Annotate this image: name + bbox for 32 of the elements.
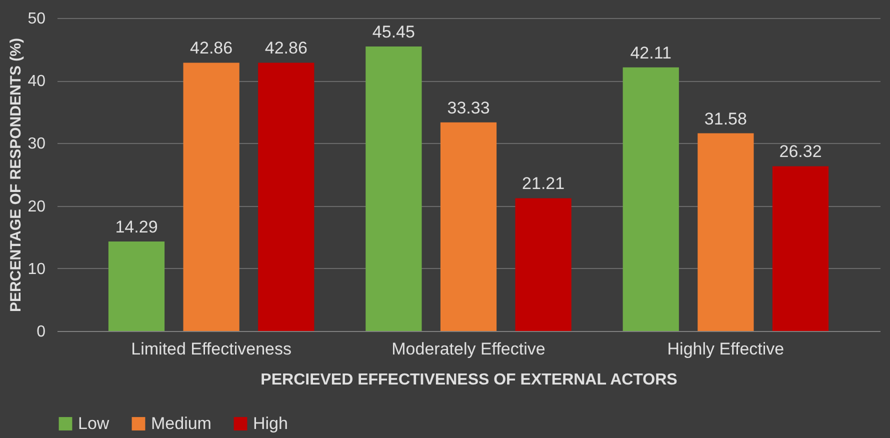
x-tick-label: Highly Effective <box>667 340 784 358</box>
x-tick-label: Moderately Effective <box>392 340 546 358</box>
x-axis-title: PERCIEVED EFFECTIVENESS OF EXTERNAL ACTORS <box>260 372 678 388</box>
y-tick-label: 40 <box>28 73 46 90</box>
bar <box>366 46 422 331</box>
x-tick-label: Limited Effectiveness <box>131 340 292 358</box>
y-tick-label: 50 <box>28 10 46 28</box>
y-tick-label: 0 <box>36 324 46 340</box>
data-label: 31.58 <box>704 109 747 128</box>
bar <box>772 166 829 331</box>
legend-label: Medium <box>151 414 212 433</box>
data-label: 42.11 <box>630 43 672 62</box>
data-label: 45.45 <box>372 22 415 42</box>
bar <box>698 133 754 331</box>
bar <box>622 67 679 331</box>
bar <box>440 122 497 331</box>
bar <box>108 242 165 331</box>
y-tick-label: 30 <box>28 136 46 153</box>
data-label: 26.32 <box>779 142 822 162</box>
data-label: 42.86 <box>264 38 308 58</box>
data-label: 14.29 <box>115 218 158 237</box>
y-axis-title: PERCENTAGE OF RESPONDENTS (%) <box>8 38 25 312</box>
data-label: 33.33 <box>447 98 490 118</box>
legend-label: Low <box>78 414 110 433</box>
data-label: 42.86 <box>190 38 233 58</box>
bar <box>515 198 572 331</box>
data-label: 21.21 <box>522 174 565 194</box>
y-tick-label: 10 <box>28 260 46 278</box>
y-tick-label: 20 <box>28 198 46 216</box>
bar <box>258 62 314 331</box>
legend-label: High <box>253 414 288 433</box>
bar <box>183 62 240 331</box>
